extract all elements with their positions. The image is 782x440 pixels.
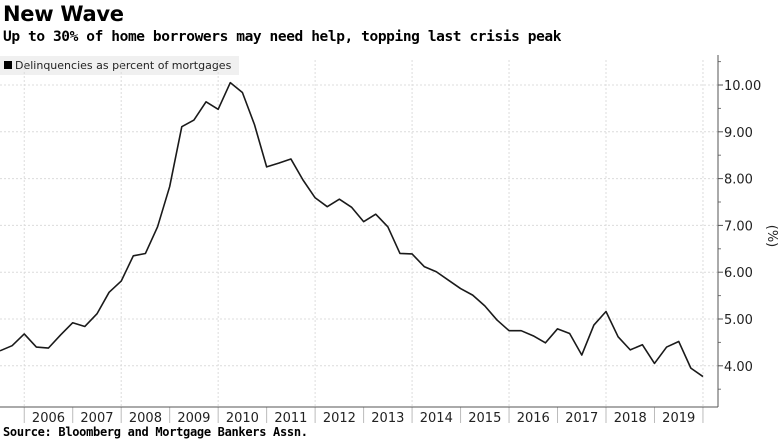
series-line-path xyxy=(0,81,704,378)
source-note: Source: Bloomberg and Mortgage Bankers A… xyxy=(3,425,308,439)
x-tick-label: 2010 xyxy=(226,411,259,426)
x-tick-label: 2015 xyxy=(468,411,501,426)
x-tick-label: 2016 xyxy=(517,411,550,426)
x-tick-label: 2009 xyxy=(177,411,210,426)
legend: Delinquencies as percent of mortgages xyxy=(0,56,240,75)
chart-subtitle: Up to 30% of home borrowers may need hel… xyxy=(3,29,562,45)
series-line xyxy=(0,81,704,378)
x-tick-label: 2013 xyxy=(371,411,404,426)
x-tick-label: 2018 xyxy=(614,411,647,426)
legend-swatch xyxy=(4,61,12,69)
x-tick-label: 2014 xyxy=(420,411,453,426)
x-tick-label: 2011 xyxy=(274,411,307,426)
y-tick-label: 6.00 xyxy=(724,266,753,281)
x-tick-label: 2007 xyxy=(80,411,113,426)
y-tick-label: 8.00 xyxy=(724,173,753,188)
x-tick-label: 2017 xyxy=(565,411,598,426)
x-tick-label: 2012 xyxy=(323,411,356,426)
gridlines xyxy=(0,60,718,407)
x-tick-label: 2008 xyxy=(129,411,162,426)
y-tick-label: 7.00 xyxy=(724,219,753,234)
y-tick-label: 5.00 xyxy=(724,313,753,328)
x-tick-label: 2019 xyxy=(662,411,695,426)
y-tick-label: 9.00 xyxy=(724,126,753,141)
x-tick-label: 2006 xyxy=(32,411,65,426)
y-tick-label: 4.00 xyxy=(724,360,753,375)
chart-title: New Wave xyxy=(3,2,124,26)
axes: 4.00 5.00 6.00 7.00 8.00 9.00 10.00 2006 2007 200… xyxy=(0,55,761,426)
y-axis-label: (%) xyxy=(764,225,779,248)
legend-label: Delinquencies as percent of mortgages xyxy=(15,59,232,72)
y-tick-label: 10.00 xyxy=(724,79,761,94)
